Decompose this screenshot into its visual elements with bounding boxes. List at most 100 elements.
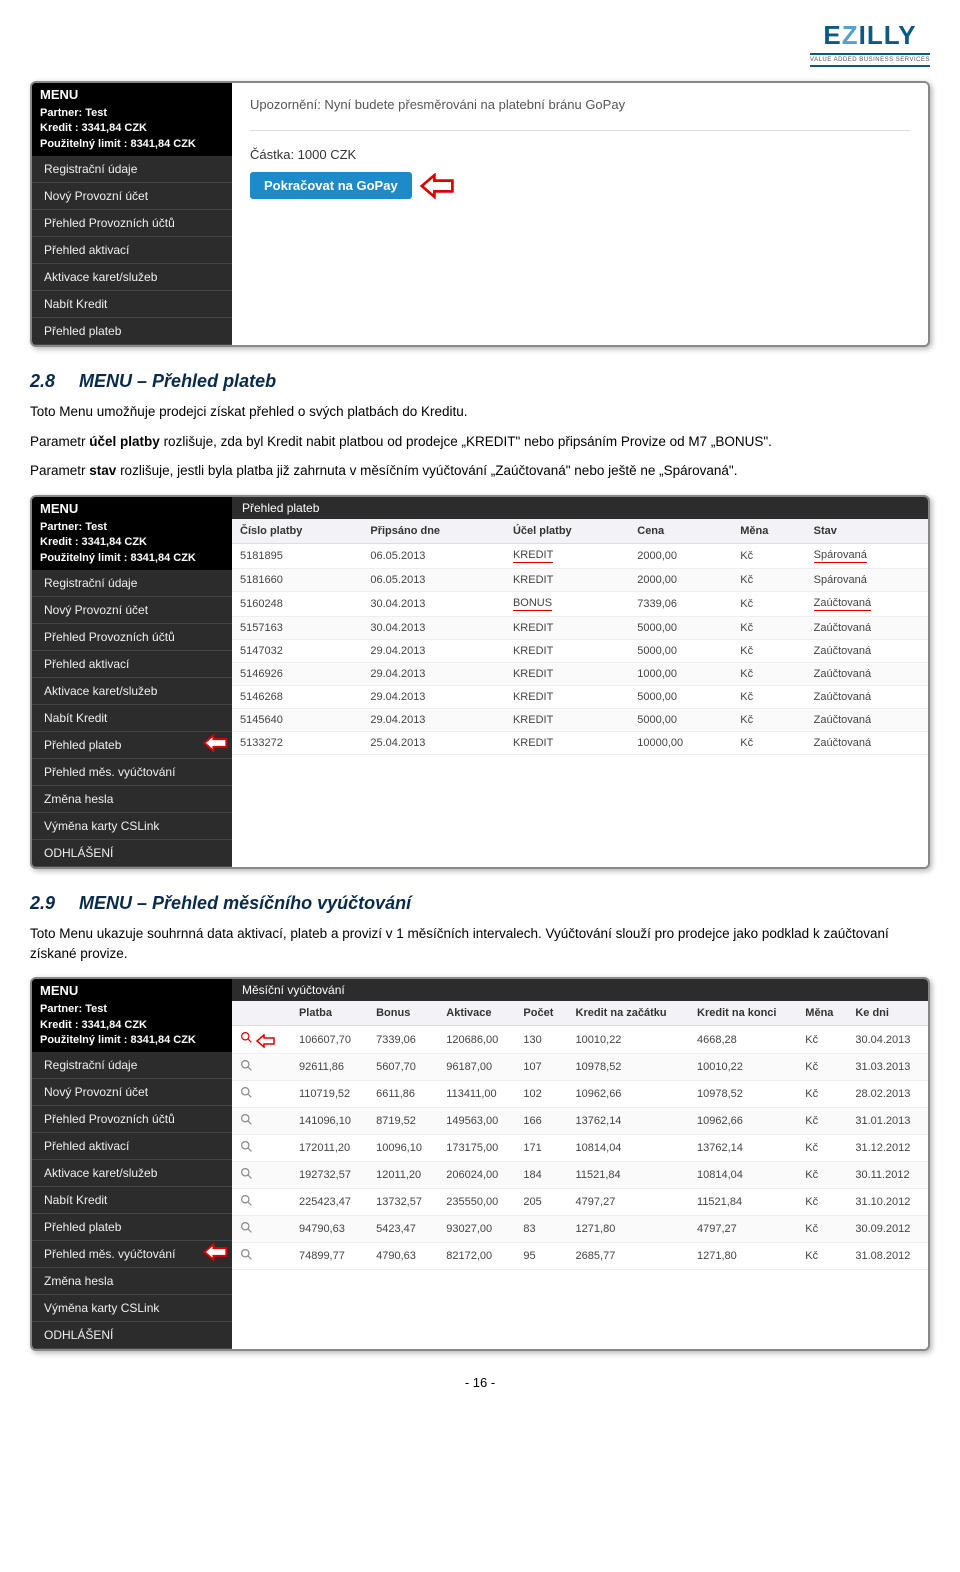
table-cell: 225423,47 xyxy=(291,1189,368,1216)
menu-item[interactable]: Registrační údaje xyxy=(32,156,232,183)
menu-item[interactable]: Přehled aktivací xyxy=(32,237,232,264)
table-cell: 11521,84 xyxy=(568,1162,689,1189)
menu-item[interactable]: Registrační údaje xyxy=(32,1052,232,1079)
gopay-continue-button[interactable]: Pokračovat na GoPay xyxy=(250,172,412,199)
menu-partner-info: Partner: Test Kredit : 3341,84 CZK Použi… xyxy=(32,106,232,156)
ezilly-logo: EZILLY VALUE ADDED BUSINESS SERVICES xyxy=(810,20,930,67)
table-cell xyxy=(232,1189,291,1216)
magnify-icon[interactable] xyxy=(240,1113,253,1126)
table-cell: BONUS xyxy=(505,591,629,616)
menu-item[interactable]: Přehled aktivací xyxy=(32,1133,232,1160)
table-cell: 10096,10 xyxy=(368,1135,438,1162)
menu-item[interactable]: ODHLÁŠENÍ xyxy=(32,1322,232,1349)
menu-item[interactable]: Přehled měs. vyúčtování xyxy=(32,759,232,786)
menu-item[interactable]: Nabít Kredit xyxy=(32,705,232,732)
section-title: MENU – Přehled plateb xyxy=(79,371,276,391)
menu-item[interactable]: Přehled Provozních účtů xyxy=(32,1106,232,1133)
menu-item[interactable]: ODHLÁŠENÍ xyxy=(32,840,232,867)
col-header: Měna xyxy=(797,1001,847,1026)
menu-item[interactable]: Aktivace karet/služeb xyxy=(32,678,232,705)
menu-item[interactable]: Přehled plateb xyxy=(32,318,232,345)
table-cell: Kč xyxy=(797,1108,847,1135)
table-cell: 5147032 xyxy=(232,639,362,662)
table-row: 74899,774790,6382172,00952685,771271,80K… xyxy=(232,1243,928,1270)
table-cell: 5000,00 xyxy=(629,708,732,731)
limit-label: Použitelný limit : 8341,84 CZK xyxy=(40,551,224,566)
magnify-icon[interactable] xyxy=(240,1059,253,1072)
magnify-icon[interactable] xyxy=(240,1031,253,1044)
table-row: 515716330.04.2013KREDIT5000,00KčZaúčtova… xyxy=(232,616,928,639)
magnify-icon[interactable] xyxy=(240,1086,253,1099)
table-cell: 171 xyxy=(515,1135,567,1162)
table-cell: Zaúčtovaná xyxy=(806,708,928,731)
table-cell: 96187,00 xyxy=(438,1054,515,1081)
menu-partner-info: Partner: Test Kredit : 3341,84 CZK Použi… xyxy=(32,520,232,570)
page-number: - 16 - xyxy=(30,1375,930,1390)
table-cell: 29.04.2013 xyxy=(362,685,505,708)
menu-panel: MENU Partner: Test Kredit : 3341,84 CZK … xyxy=(32,979,232,1349)
table-row: 514703229.04.2013KREDIT5000,00KčZaúčtova… xyxy=(232,639,928,662)
table-cell xyxy=(232,1162,291,1189)
col-header xyxy=(232,1001,291,1026)
table-cell: 5181895 xyxy=(232,543,362,568)
menu-item[interactable]: Změna hesla xyxy=(32,786,232,813)
table-cell: 31.12.2012 xyxy=(847,1135,928,1162)
table-cell: 1271,80 xyxy=(689,1243,797,1270)
col-header: Účel platby xyxy=(505,519,629,544)
table-cell: 102 xyxy=(515,1081,567,1108)
magnify-icon[interactable] xyxy=(240,1248,253,1261)
menu-item[interactable]: Registrační údaje xyxy=(32,570,232,597)
col-header: Měna xyxy=(732,519,805,544)
menu-item[interactable]: Nový Provozní účet xyxy=(32,183,232,210)
menu-panel: MENU Partner: Test Kredit : 3341,84 CZK … xyxy=(32,83,232,345)
menu-item[interactable]: Přehled Provozních účtů xyxy=(32,624,232,651)
magnify-icon[interactable] xyxy=(240,1140,253,1153)
menu-item[interactable]: Změna hesla xyxy=(32,1268,232,1295)
menu-item[interactable]: Přehled plateb xyxy=(32,1214,232,1241)
section-2-8-p1: Toto Menu umožňuje prodejci získat přehl… xyxy=(30,402,930,422)
col-header: Stav xyxy=(806,519,928,544)
menu-item[interactable]: Aktivace karet/služeb xyxy=(32,264,232,291)
menu-item[interactable]: Přehled Provozních účtů xyxy=(32,210,232,237)
table-row: 192732,5712011,20206024,0018411521,84108… xyxy=(232,1162,928,1189)
table-cell: Kč xyxy=(797,1162,847,1189)
menu-header: MENU xyxy=(32,497,232,520)
table-cell: 30.09.2012 xyxy=(847,1216,928,1243)
magnify-icon[interactable] xyxy=(240,1194,253,1207)
table-cell: 10010,22 xyxy=(689,1054,797,1081)
menu-item[interactable]: Nový Provozní účet xyxy=(32,597,232,624)
menu-item[interactable]: Výměna karty CSLink xyxy=(32,1295,232,1322)
table-cell: 10814,04 xyxy=(568,1135,689,1162)
table-cell: 31.08.2012 xyxy=(847,1243,928,1270)
col-header: Bonus xyxy=(368,1001,438,1026)
table-cell: 235550,00 xyxy=(438,1189,515,1216)
menu-item[interactable]: Aktivace karet/služeb xyxy=(32,1160,232,1187)
table-cell: 31.10.2012 xyxy=(847,1189,928,1216)
magnify-icon[interactable] xyxy=(240,1221,253,1234)
table-cell: Zaúčtovaná xyxy=(806,731,928,754)
menu-item[interactable]: Přehled plateb xyxy=(32,732,232,759)
menu-item[interactable]: Přehled aktivací xyxy=(32,651,232,678)
partner-label: Partner: Test xyxy=(40,520,224,535)
col-header: Platba xyxy=(291,1001,368,1026)
table-cell: 192732,57 xyxy=(291,1162,368,1189)
section-num: 2.8 xyxy=(30,371,55,391)
table-cell: Kč xyxy=(797,1026,847,1054)
table-cell: 5607,70 xyxy=(368,1054,438,1081)
table-cell: 4668,28 xyxy=(689,1026,797,1054)
menu-item[interactable]: Nabít Kredit xyxy=(32,291,232,318)
table-cell: Spárovaná xyxy=(806,568,928,591)
red-arrow-icon xyxy=(256,1034,276,1048)
table-cell: 10962,66 xyxy=(689,1108,797,1135)
col-header: Počet xyxy=(515,1001,567,1026)
menu-item[interactable]: Nový Provozní účet xyxy=(32,1079,232,1106)
magnify-icon[interactable] xyxy=(240,1167,253,1180)
col-header: Ke dni xyxy=(847,1001,928,1026)
kredit-label: Kredit : 3341,84 CZK xyxy=(40,535,224,550)
menu-item[interactable]: Přehled měs. vyúčtování xyxy=(32,1241,232,1268)
table-cell xyxy=(232,1026,291,1054)
table-row: 92611,865607,7096187,0010710978,5210010,… xyxy=(232,1054,928,1081)
menu-item[interactable]: Nabít Kredit xyxy=(32,1187,232,1214)
table-cell: Zaúčtovaná xyxy=(806,662,928,685)
menu-item[interactable]: Výměna karty CSLink xyxy=(32,813,232,840)
